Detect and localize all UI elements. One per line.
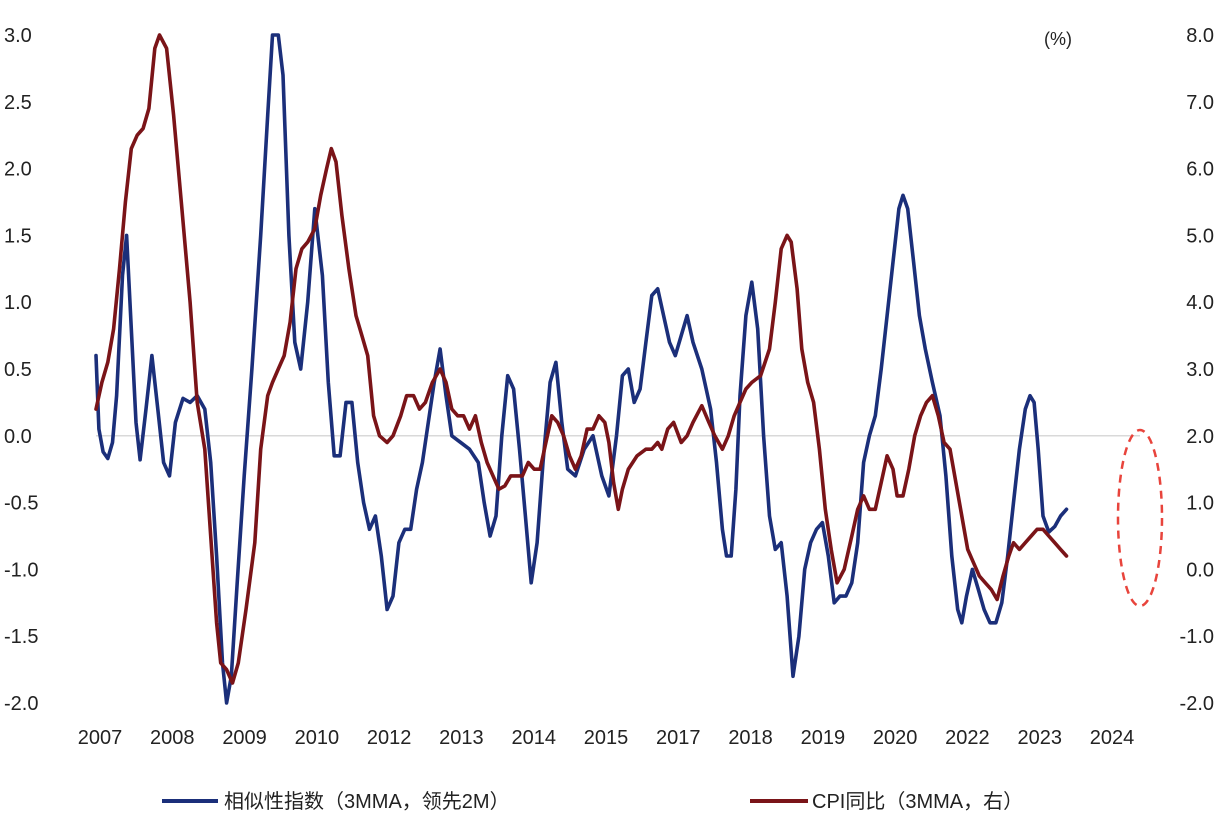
x-tick-label: 2015	[584, 727, 629, 749]
legend-label-similarity: 相似性指数（3MMA，领先2M）	[224, 790, 510, 813]
x-tick-label: 2007	[78, 727, 123, 749]
series-line-cpi	[94, 33, 1069, 685]
x-tick-label: 2013	[439, 727, 484, 749]
right-tick-label: 7.0	[1186, 92, 1214, 114]
x-tick-label: 2014	[511, 727, 556, 749]
x-tick-label: 2010	[295, 727, 340, 749]
right-tick-label: 8.0	[1186, 25, 1214, 47]
x-tick-label: 2018	[728, 727, 773, 749]
left-tick-label: 2.5	[4, 92, 32, 114]
right-tick-label: 4.0	[1186, 292, 1214, 314]
right-tick-label: 3.0	[1186, 359, 1214, 381]
left-tick-label: -0.5	[4, 493, 38, 515]
annotation-group	[1116, 428, 1164, 608]
left-tick-label: 1.0	[4, 292, 32, 314]
left-tick-label: 2.0	[4, 159, 32, 181]
right-tick-label: -2.0	[1180, 693, 1214, 715]
series-line-similarity	[94, 33, 1069, 705]
x-tick-label: 2024	[1090, 727, 1135, 749]
left-tick-label: 0.0	[4, 426, 32, 448]
legend-label-cpi: CPI同比（3MMA，右）	[812, 790, 1023, 813]
x-tick-label: 2023	[1017, 727, 1062, 749]
left-tick-label: -1.0	[4, 559, 38, 581]
left-tick-label: -2.0	[4, 693, 38, 715]
right-tick-label: 5.0	[1186, 225, 1214, 247]
x-tick-label: 2012	[367, 727, 412, 749]
legend: 相似性指数（3MMA，领先2M） CPI同比（3MMA，右）	[162, 790, 1023, 813]
left-tick-label: 0.5	[4, 359, 32, 381]
right-axis-ticks: 8.0 7.0 6.0 5.0 4.0 3.0 2.0 1.0 0.0 -1.0 -2.0	[1180, 25, 1214, 715]
right-tick-label: 0.0	[1186, 559, 1214, 581]
x-tick-label: 2019	[801, 727, 846, 749]
left-tick-label: 1.5	[4, 225, 32, 247]
left-tick-label: -1.5	[4, 626, 38, 648]
left-tick-label: 3.0	[4, 25, 32, 47]
highlight-ellipse	[1116, 428, 1164, 608]
left-axis-ticks: 3.0 2.5 2.0 1.5 1.0 0.5 0.0 -0.5 -1.0 -1.5 -2.0	[4, 25, 38, 715]
x-tick-label: 2009	[222, 727, 267, 749]
unit-label: (%)	[1044, 29, 1072, 49]
x-tick-label: 2020	[873, 727, 918, 749]
series-lines	[94, 33, 1069, 705]
x-tick-label: 2022	[945, 727, 990, 749]
x-tick-label: 2008	[150, 727, 195, 749]
x-tick-label: 2017	[656, 727, 701, 749]
right-tick-label: 2.0	[1186, 426, 1214, 448]
x-axis-ticks: 2007 2008 2009 2010 2012 2013 2014 2015 2017 2018…	[78, 727, 1135, 749]
right-tick-label: -1.0	[1180, 626, 1214, 648]
right-tick-label: 1.0	[1186, 493, 1214, 515]
right-tick-label: 6.0	[1186, 159, 1214, 181]
